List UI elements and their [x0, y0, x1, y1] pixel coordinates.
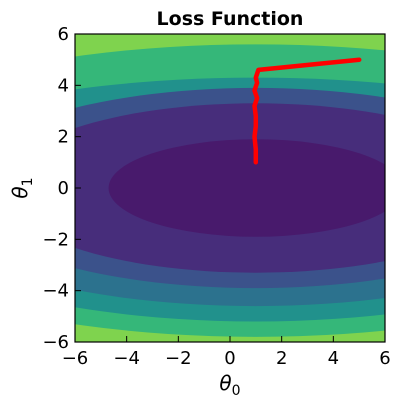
y-axis-ticks: −6 −4 −2 0 2 4 6	[42, 24, 81, 353]
y-tick-label: 6	[58, 24, 69, 45]
descent-path-line	[252, 57, 362, 165]
chart-title: Loss Function	[157, 8, 304, 30]
y-tick-label: 0	[58, 178, 69, 199]
contour-band-6	[108, 139, 385, 237]
x-tick-label: −6	[62, 348, 89, 369]
x-tick-label: −4	[113, 348, 140, 369]
x-tick-label: −2	[165, 348, 192, 369]
x-axis-title: θ0	[219, 371, 240, 399]
y-tick-label: −4	[42, 281, 69, 302]
y-tick-label: −2	[42, 229, 69, 250]
x-tick-label: 6	[379, 348, 390, 369]
y-tick-label: −6	[42, 332, 69, 353]
y-tick-label: 4	[58, 75, 69, 96]
contour-regions	[75, 34, 385, 342]
x-tick-label: 4	[328, 348, 339, 369]
x-tick-label: 2	[276, 348, 287, 369]
x-axis-ticks: −6 −4 −2 0 2 4 6	[62, 336, 391, 369]
y-axis-title: θ1	[8, 177, 36, 198]
x-tick-label: 0	[224, 348, 235, 369]
y-tick-label: 2	[58, 127, 69, 148]
